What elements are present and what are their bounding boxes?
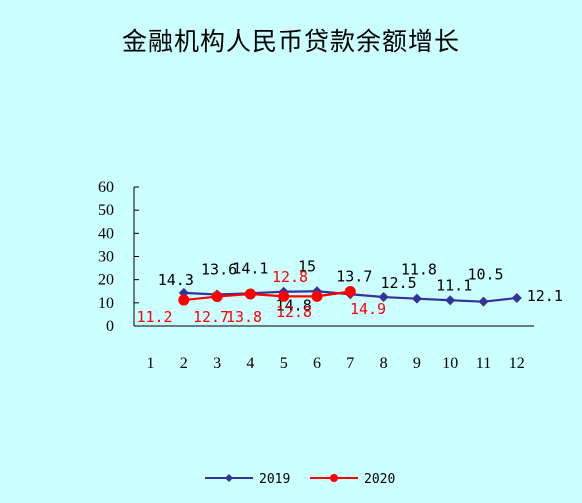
x-tick-label: 8 xyxy=(380,355,388,372)
data-label-2020: 13.8 xyxy=(226,308,262,326)
data-label-2020: 12.8 xyxy=(276,303,312,321)
point-2020 xyxy=(278,290,290,302)
chart-title: 金融机构人民币贷款余额增长 xyxy=(121,27,460,56)
legend-label-2020: 2020 xyxy=(364,472,395,487)
data-label-2019: 14.1 xyxy=(232,259,268,277)
legend-marker-2019 xyxy=(225,474,233,482)
data-label-2019: 12.1 xyxy=(527,287,563,305)
x-tick-label: 4 xyxy=(246,355,254,372)
x-tick-label: 7 xyxy=(346,355,354,372)
x-tick-label: 5 xyxy=(280,355,288,372)
data-label-2019: 13.7 xyxy=(336,267,372,285)
x-tick-label: 2 xyxy=(180,355,188,372)
data-label-2019: 10.5 xyxy=(467,266,503,284)
legend-marker-2020 xyxy=(330,474,338,482)
x-tick-label: 6 xyxy=(313,355,321,372)
data-label-2020: 11.2 xyxy=(136,308,172,326)
data-label-2019: 15 xyxy=(298,257,316,275)
data-label-2019: 12.5 xyxy=(381,274,417,292)
point-2019 xyxy=(411,293,422,304)
data-label-2020: 12.7 xyxy=(193,308,229,326)
y-tick-label: 20 xyxy=(98,272,114,289)
data-label-2020: 14.9 xyxy=(350,300,386,318)
x-tick-label: 12 xyxy=(509,355,525,372)
point-2020 xyxy=(178,294,190,306)
y-tick-label: 10 xyxy=(98,295,114,312)
data-label-2019: 11.8 xyxy=(401,261,437,279)
x-tick-label: 3 xyxy=(213,355,221,372)
data-label-2020: 12.8 xyxy=(272,268,308,286)
x-tick-label: 11 xyxy=(476,355,491,372)
point-2020 xyxy=(211,291,223,303)
point-2019 xyxy=(511,292,522,303)
y-tick-label: 0 xyxy=(106,318,114,335)
y-tick-label: 60 xyxy=(98,179,114,196)
data-label-2019: 11.1 xyxy=(436,276,472,294)
series-line-2020 xyxy=(183,290,351,302)
point-2019 xyxy=(445,295,456,306)
point-2020 xyxy=(244,288,256,300)
x-tick-label: 1 xyxy=(147,355,155,372)
point-2019 xyxy=(478,296,489,307)
point-2020 xyxy=(344,285,356,297)
y-tick-label: 40 xyxy=(98,225,114,242)
point-2020 xyxy=(311,290,323,302)
y-tick-label: 30 xyxy=(98,249,114,266)
x-tick-label: 10 xyxy=(442,355,458,372)
x-tick-label: 9 xyxy=(413,355,421,372)
data-label-2019: 13.6 xyxy=(201,260,237,278)
legend-label-2019: 2019 xyxy=(259,472,290,487)
data-label-2019: 14.3 xyxy=(158,271,194,289)
y-tick-label: 50 xyxy=(98,202,114,219)
point-2019 xyxy=(378,292,389,303)
